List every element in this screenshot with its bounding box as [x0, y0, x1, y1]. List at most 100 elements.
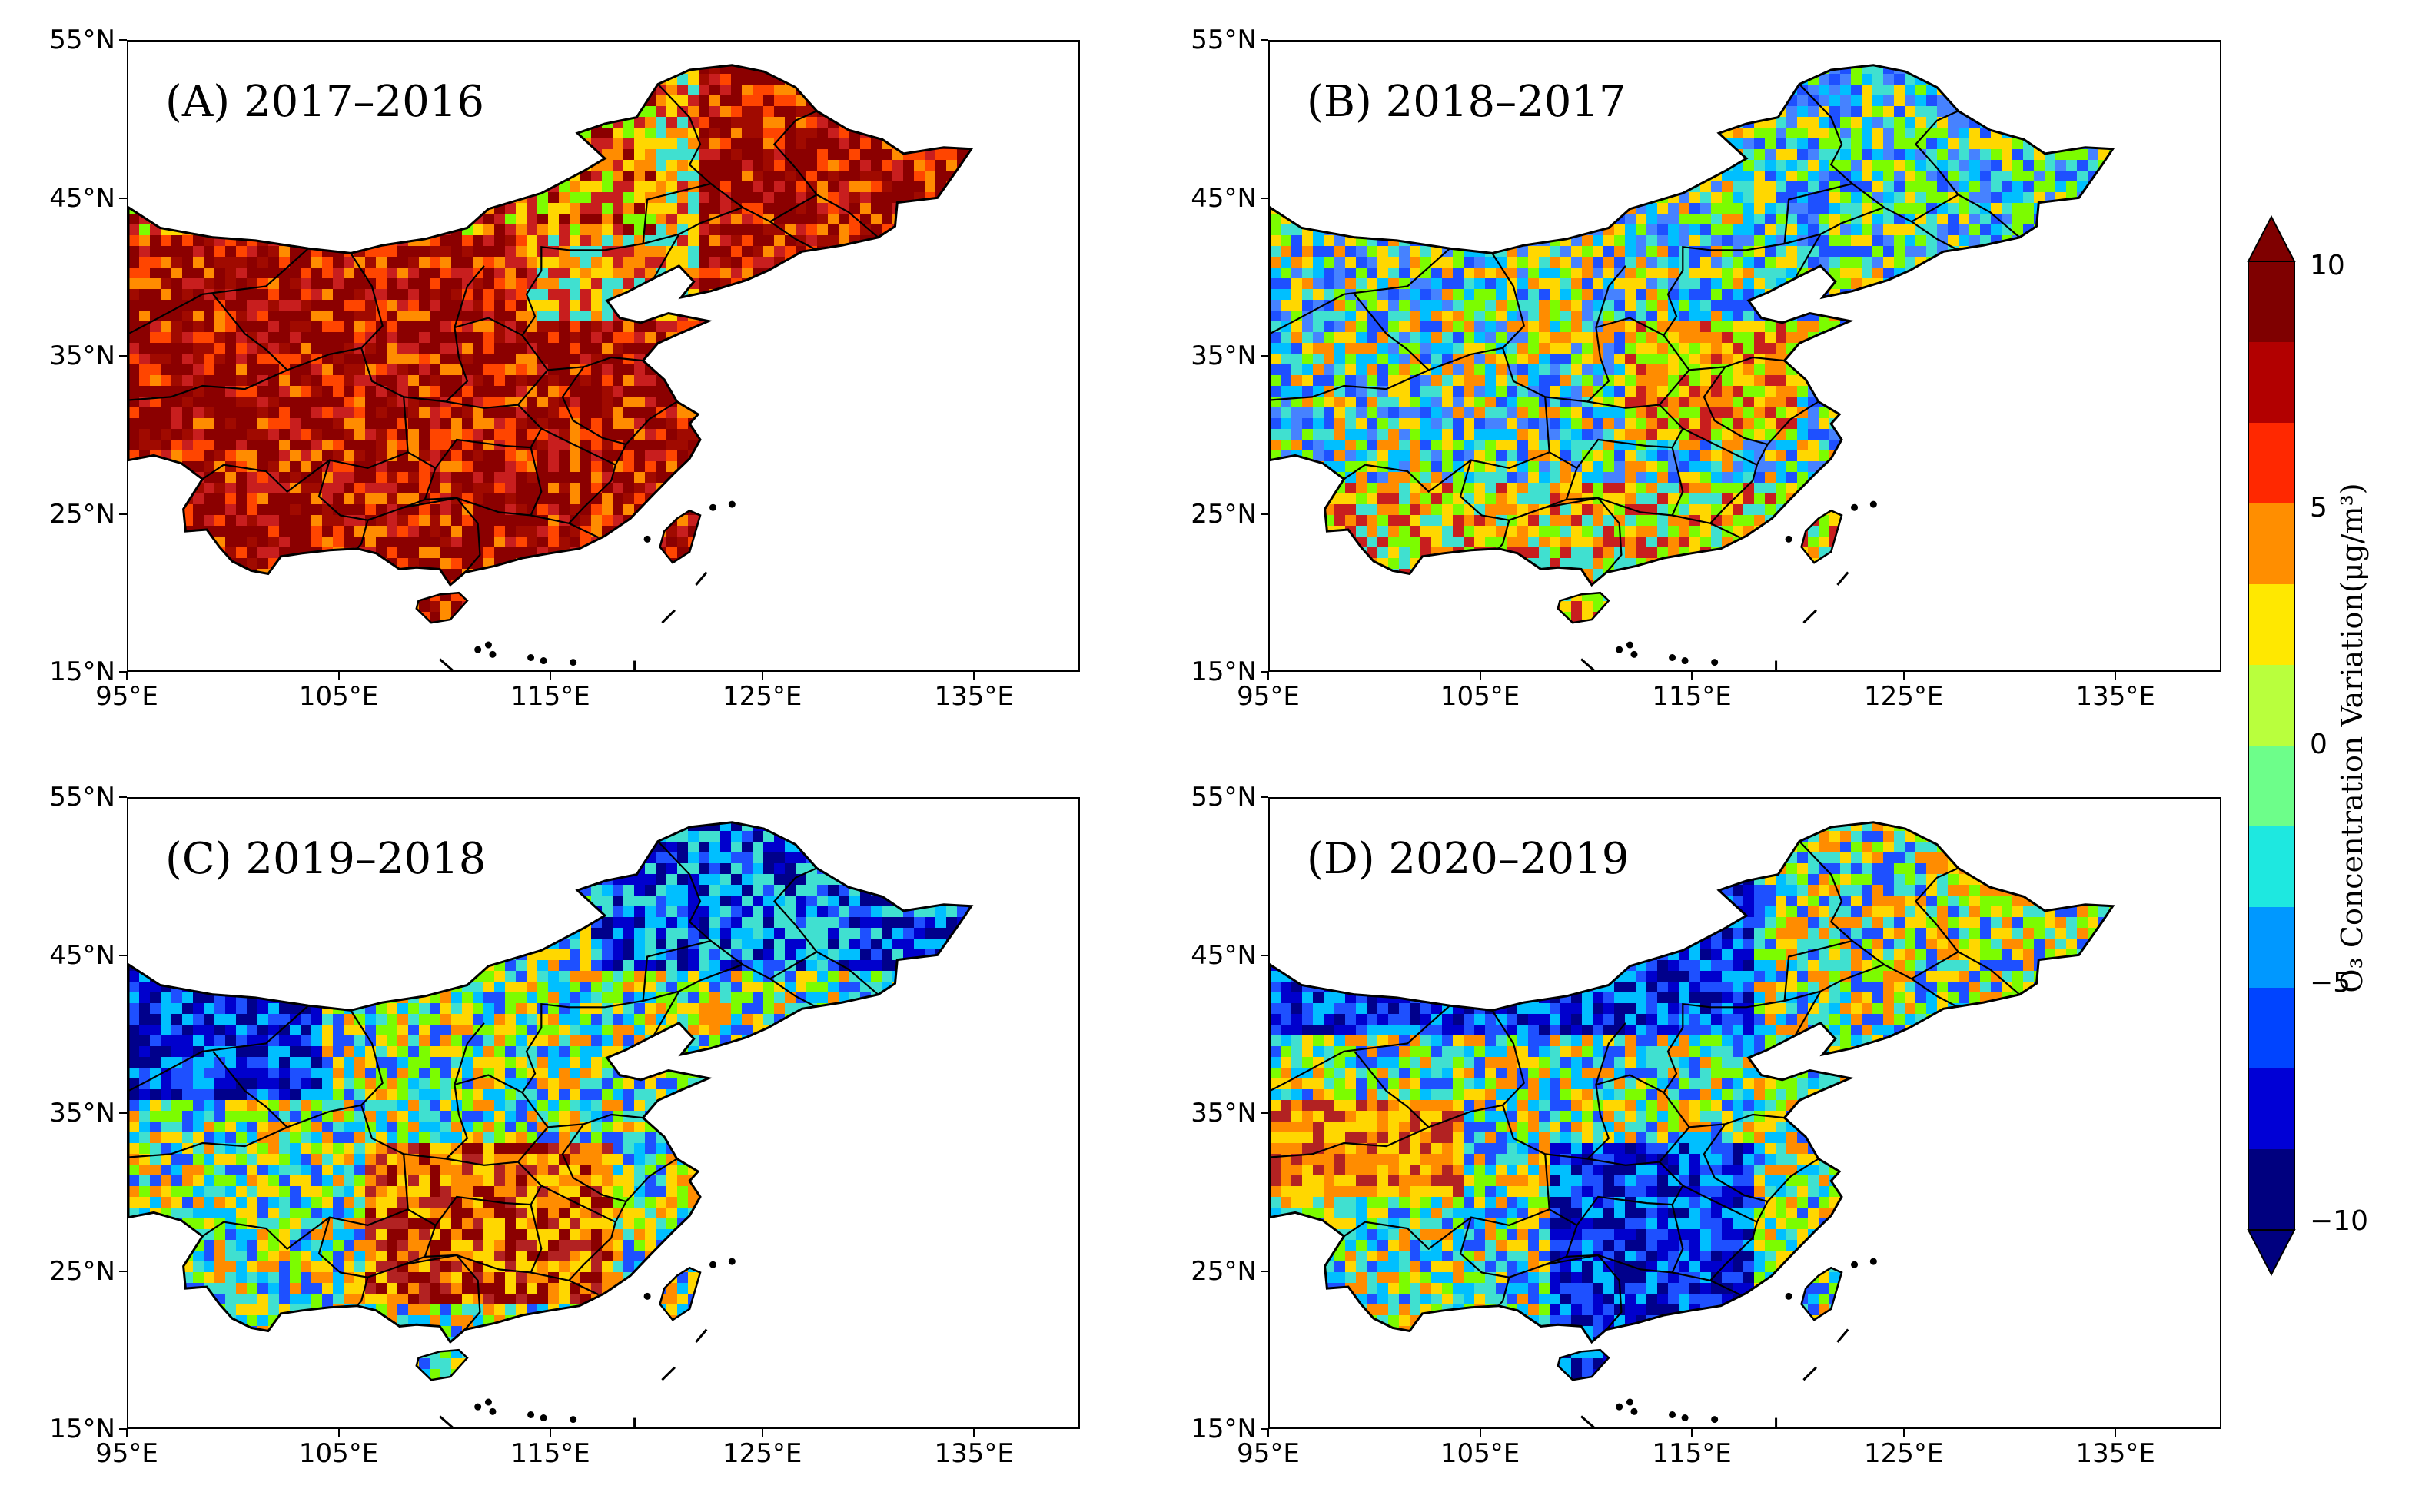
x-tick-mark: [550, 672, 552, 680]
panel-c: (C) 2019–2018 55°N 45°N 35°N 25°N 15°N 95°E 10…: [0, 757, 1115, 1510]
y-tick-label: 35°N: [1141, 1098, 1257, 1128]
y-tick-mark: [1261, 1428, 1268, 1430]
panel-title-d: (D) 2020–2019: [1307, 834, 1629, 884]
y-tick-label: 15°N: [0, 656, 115, 687]
x-tick-mark: [2115, 1429, 2117, 1437]
y-tick-label: 25°N: [0, 499, 115, 530]
y-tick-label: 55°N: [0, 782, 115, 812]
y-tick-mark: [1261, 1270, 1268, 1272]
country-outline: [1270, 64, 2115, 587]
x-tick-label: 105°E: [262, 1438, 416, 1469]
x-tick-label: 125°E: [686, 1438, 839, 1469]
x-tick-mark: [761, 1429, 763, 1437]
x-tick-mark: [973, 1429, 975, 1437]
y-tick-label: 55°N: [1141, 782, 1257, 812]
x-tick-label: 125°E: [686, 681, 839, 712]
province-boundaries-c: [128, 840, 879, 1331]
y-tick-mark: [119, 671, 127, 673]
y-tick-mark: [1261, 671, 1268, 673]
panel-b: (B) 2018–2017 55°N 45°N 35°N 25°N 15°N 95°E 10…: [1141, 0, 2256, 753]
x-tick-mark: [1902, 672, 1905, 680]
colorbar-label-neg10: −10: [2310, 1205, 2368, 1237]
colorbar-segment: [2248, 423, 2294, 504]
maritime-dashes: [439, 571, 708, 670]
x-tick-label: 135°E: [897, 681, 1051, 712]
x-tick-label: 105°E: [1404, 1438, 1557, 1469]
x-tick-mark: [550, 1429, 552, 1437]
x-tick-label: 115°E: [1615, 681, 1769, 712]
x-tick-mark: [1267, 1429, 1269, 1437]
y-tick-mark: [119, 197, 127, 199]
x-tick-label: 95°E: [1191, 681, 1345, 712]
y-tick-label: 35°N: [1141, 341, 1257, 371]
x-tick-label: 105°E: [1404, 681, 1557, 712]
y-tick-label: 45°N: [1141, 940, 1257, 971]
y-tick-mark: [119, 954, 127, 956]
taiwan-outline: [659, 509, 702, 564]
y-tick-mark: [1261, 1112, 1268, 1114]
y-tick-label: 55°N: [1141, 25, 1257, 55]
y-tick-label: 45°N: [0, 940, 115, 971]
south-sea-islands: [474, 1258, 736, 1424]
colorbar-segment: [2248, 1149, 2294, 1231]
colorbar-segment: [2248, 584, 2294, 666]
colorbar-label-10: 10: [2310, 250, 2345, 281]
panel-title-b: (B) 2018–2017: [1307, 77, 1626, 127]
colorbar-segment: [2248, 988, 2294, 1069]
y-tick-label: 55°N: [0, 25, 115, 55]
y-tick-mark: [1261, 39, 1268, 41]
colorbar-segment: [2248, 503, 2294, 585]
y-tick-label: 25°N: [0, 1256, 115, 1287]
colorbar-title: O₃ Concentration Variation(μg/m³): [2335, 483, 2369, 992]
x-tick-mark: [1267, 672, 1269, 680]
ozone-field-b: [1270, 65, 2113, 623]
y-tick-label: 45°N: [0, 183, 115, 214]
south-sea-islands: [1616, 1258, 1877, 1424]
taiwan-outline: [1800, 509, 1843, 564]
map-frame-c: [127, 797, 1080, 1429]
colorbar-segment: [2248, 665, 2294, 746]
maritime-dashes: [1580, 1328, 1849, 1427]
hainan-outline: [415, 1348, 469, 1381]
y-tick-mark: [119, 1270, 127, 1272]
panel-title-a: (A) 2017–2016: [165, 77, 484, 127]
colorbar-frame: [2248, 261, 2295, 1231]
y-tick-mark: [1261, 355, 1268, 357]
ozone-field-d: [1270, 822, 2113, 1381]
x-tick-mark: [2115, 672, 2117, 680]
x-tick-label: 115°E: [473, 1438, 627, 1469]
colorbar-segment: [2248, 746, 2294, 827]
y-tick-mark: [1261, 954, 1268, 956]
x-tick-label: 125°E: [1827, 681, 1981, 712]
colorbar-segment: [2248, 261, 2294, 343]
x-tick-mark: [1691, 672, 1693, 680]
x-tick-label: 135°E: [897, 1438, 1051, 1469]
map-frame-d: [1268, 797, 2221, 1429]
country-outline: [128, 64, 974, 587]
south-sea-islands: [474, 500, 736, 666]
y-tick-label: 35°N: [0, 1098, 115, 1128]
colorbar: [2247, 215, 2296, 1276]
x-tick-mark: [337, 1429, 340, 1437]
colorbar-segment: [2248, 907, 2294, 989]
x-tick-mark: [761, 672, 763, 680]
province-boundaries-b: [1270, 83, 2021, 573]
x-tick-mark: [973, 672, 975, 680]
x-tick-label: 125°E: [1827, 1438, 1981, 1469]
y-tick-label: 45°N: [1141, 183, 1257, 214]
hainan-outline: [415, 591, 469, 624]
hainan-outline: [1557, 1348, 1610, 1381]
y-tick-mark: [1261, 513, 1268, 515]
x-tick-mark: [1479, 1429, 1481, 1437]
x-tick-mark: [126, 672, 128, 680]
colorbar-segment: [2248, 1068, 2294, 1150]
map-frame-a: [127, 40, 1080, 672]
y-tick-mark: [119, 1428, 127, 1430]
maritime-dashes: [439, 1328, 708, 1427]
south-sea-islands: [1616, 500, 1877, 666]
colorbar-label-neg5: −5: [2310, 967, 2351, 999]
map-d: [1270, 821, 2115, 1427]
y-tick-mark: [1261, 197, 1268, 199]
province-boundaries-d: [1270, 840, 2021, 1331]
x-tick-mark: [1691, 1429, 1693, 1437]
